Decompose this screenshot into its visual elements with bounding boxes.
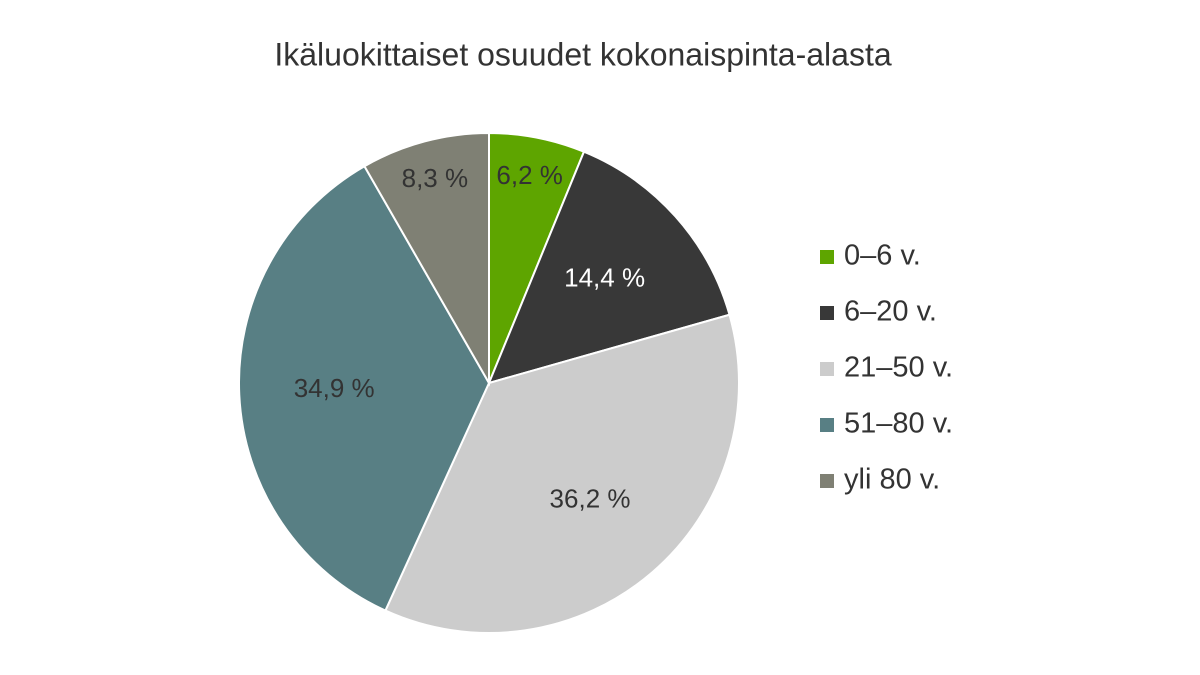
legend-swatch xyxy=(820,474,834,488)
legend-swatch xyxy=(820,418,834,432)
legend-swatch xyxy=(820,250,834,264)
pie-slice xyxy=(487,150,731,385)
pie-slice xyxy=(363,131,490,387)
data-label: 8,3 % xyxy=(402,163,469,193)
legend-swatch xyxy=(820,362,834,376)
chart-title: Ikäluokittaiset osuudet kokonaispinta-al… xyxy=(274,36,891,72)
legend-label: yli 80 v. xyxy=(844,464,940,496)
legend-label: 21–50 v. xyxy=(844,352,953,384)
pie-slice xyxy=(384,313,740,634)
legend-label: 0–6 v. xyxy=(844,240,921,272)
data-label: 6,2 % xyxy=(496,160,563,190)
data-label: 34,9 % xyxy=(294,373,375,403)
data-label: 36,2 % xyxy=(550,483,631,513)
legend-swatch xyxy=(820,306,834,320)
data-label: 14,4 % xyxy=(564,263,645,293)
legend-label: 51–80 v. xyxy=(844,408,953,440)
legend-label: 6–20 v. xyxy=(844,296,937,328)
pie-slice xyxy=(238,164,491,612)
